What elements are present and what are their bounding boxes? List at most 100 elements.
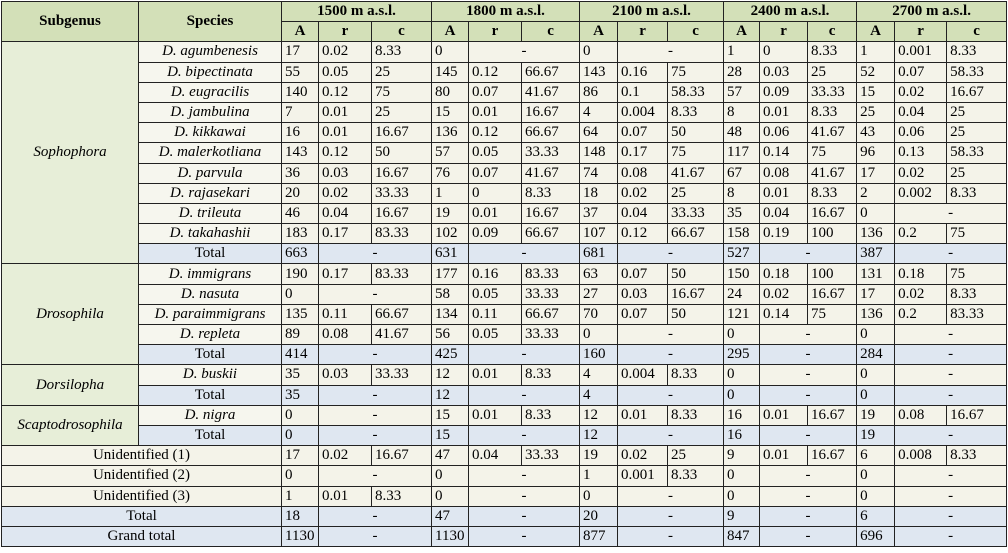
value-cell: 0.17 — [318, 263, 372, 285]
empty-cell: - — [894, 505, 1008, 527]
value-cell: 8.33 — [667, 364, 725, 386]
value-cell: 0.08 — [759, 162, 809, 184]
value-cell: 0.12 — [318, 81, 372, 103]
value-cell: 0.01 — [759, 182, 809, 204]
value-cell: 16.67 — [370, 162, 433, 184]
value-cell: 9 — [723, 505, 761, 527]
value-cell: 631 — [431, 243, 470, 265]
species-row: Drosophila D. immigrans 190 0.17 83.33 177 0.1… — [1, 263, 1008, 366]
empty-cell: - — [317, 465, 433, 487]
value-cell: 16.67 — [946, 81, 1008, 103]
unidentified-row: Unidentified (2) 0-0-1 0.001 8.33 0-0- — [1, 465, 1008, 487]
value-cell: 8.33 — [946, 182, 1008, 204]
empty-cell: - — [759, 323, 858, 346]
value-cell: 0.19 — [759, 223, 809, 245]
species-cell: D. nasuta — [138, 283, 282, 305]
empty-cell: - — [468, 505, 581, 527]
value-cell: 0 — [281, 424, 319, 447]
value-cell: 0 — [723, 323, 761, 346]
value-cell: 66.67 — [521, 122, 581, 144]
value-cell: 8.33 — [667, 465, 725, 487]
value-cell: 414 — [281, 344, 319, 366]
value-cell: 20 — [579, 505, 619, 527]
species-row: D. takahashii 183 0.17 83.33 102 0.09 66.67 107… — [2, 223, 1008, 245]
value-cell: 0 — [468, 182, 523, 204]
value-cell: 25 — [946, 101, 1008, 124]
unidentified-row: Unidentified (3) 1 0.01 8.33 0-0-0-0- — [1, 485, 1008, 507]
value-cell: 425 — [431, 344, 470, 366]
value-cell: 0.18 — [894, 263, 948, 285]
value-cell: 0.03 — [318, 364, 372, 386]
value-cell: 0.05 — [318, 61, 372, 83]
value-cell: 0.07 — [617, 122, 669, 144]
value-cell: 8.33 — [946, 41, 1008, 63]
value-cell: 0 — [281, 283, 319, 305]
empty-cell: - — [317, 243, 433, 265]
value-cell: 0.02 — [617, 182, 669, 204]
value-cell: 66.67 — [521, 303, 581, 326]
value-cell: 0 — [856, 202, 896, 225]
value-cell: 0 — [856, 364, 896, 386]
grand-total-row: Grand total 1130-1130-877-847-696- — [1, 525, 1008, 548]
unidentified-label: Unidentified (2) — [1, 465, 282, 487]
total-row: Total 18-47-20-9-6- — [1, 505, 1008, 527]
subcol-header: A — [723, 21, 761, 43]
value-cell: 131 — [856, 263, 896, 285]
value-cell: 17 — [281, 41, 319, 63]
empty-cell: - — [317, 525, 433, 548]
value-cell: 41.67 — [521, 162, 581, 184]
value-cell: 100 — [807, 223, 858, 245]
value-cell: 25 — [370, 101, 433, 124]
value-cell: 177 — [431, 263, 470, 285]
value-cell: 46 — [281, 202, 319, 225]
value-cell: 136 — [856, 223, 896, 245]
value-cell: 33.33 — [521, 323, 581, 346]
value-cell: 0.06 — [759, 122, 809, 144]
value-cell: 75 — [946, 223, 1008, 245]
subcol-header: c — [370, 21, 433, 43]
value-cell: 183 — [281, 223, 319, 245]
value-cell: 0.16 — [468, 263, 523, 285]
value-cell: 0.08 — [617, 162, 669, 184]
species-cell: D. nigra — [138, 404, 282, 426]
value-cell: 284 — [856, 344, 896, 366]
empty-cell: - — [759, 525, 858, 548]
value-cell: 16.67 — [807, 283, 858, 305]
value-cell: 0.05 — [468, 142, 523, 164]
species-cell: D. immigrans — [138, 263, 282, 285]
species-header: Species — [138, 0, 282, 43]
value-cell: 8.33 — [807, 41, 858, 63]
value-cell: 0.14 — [759, 142, 809, 164]
subcol-header: c — [521, 21, 581, 43]
value-cell: 41.67 — [370, 323, 433, 346]
value-cell: 17 — [856, 162, 896, 184]
value-cell: 96 — [856, 142, 896, 164]
empty-cell: - — [317, 505, 433, 527]
total-label: Total — [1, 505, 282, 527]
value-cell: 148 — [579, 142, 619, 164]
value-cell: 1 — [281, 485, 319, 507]
value-cell: 140 — [281, 81, 319, 103]
value-cell: 0.05 — [468, 323, 523, 346]
subcol-header: c — [946, 21, 1008, 43]
value-cell: 76 — [431, 162, 470, 184]
value-cell: 0.11 — [468, 303, 523, 326]
value-cell: 75 — [667, 142, 725, 164]
value-cell: 35 — [281, 384, 319, 406]
empty-cell: - — [317, 344, 433, 366]
value-cell: 70 — [579, 303, 619, 326]
value-cell: 107 — [579, 223, 619, 245]
value-cell: 8.33 — [946, 445, 1008, 467]
subgenus-cell: Drosophila — [1, 263, 139, 366]
value-cell: 0 — [723, 485, 761, 507]
value-cell: 0.02 — [318, 41, 372, 63]
value-cell: 0.004 — [617, 101, 669, 124]
site-header: 2400 m a.s.l. — [723, 0, 858, 23]
value-cell: 6 — [856, 505, 896, 527]
empty-cell: - — [894, 202, 1008, 225]
value-cell: 66.67 — [667, 223, 725, 245]
value-cell: 12 — [431, 364, 470, 386]
subcol-header: r — [894, 21, 948, 43]
value-cell: 0.01 — [468, 202, 523, 225]
empty-cell: - — [894, 465, 1008, 487]
